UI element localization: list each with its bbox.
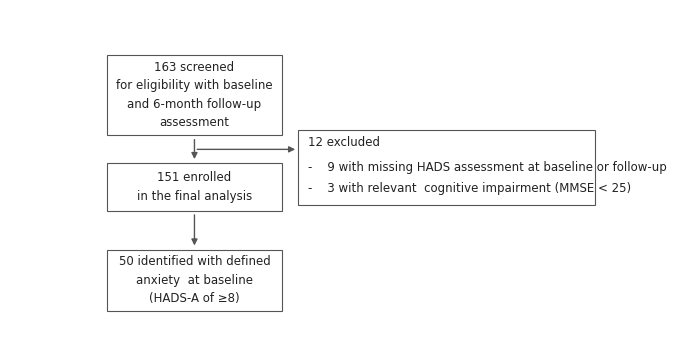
FancyBboxPatch shape <box>107 163 282 211</box>
Text: 12 excluded: 12 excluded <box>308 136 379 149</box>
FancyBboxPatch shape <box>298 130 595 205</box>
Text: 163 screened
for eligibility with baseline
and 6-month follow-up
assessment: 163 screened for eligibility with baseli… <box>116 61 273 129</box>
Text: -    3 with relevant  cognitive impairment (MMSE < 25): - 3 with relevant cognitive impairment (… <box>308 182 631 195</box>
Text: 50 identified with defined
anxiety  at baseline
(HADS-A of ≥8): 50 identified with defined anxiety at ba… <box>119 255 271 306</box>
FancyBboxPatch shape <box>107 250 282 311</box>
Text: 151 enrolled
in the final analysis: 151 enrolled in the final analysis <box>137 171 252 203</box>
Text: -    9 with missing HADS assessment at baseline or follow-up: - 9 with missing HADS assessment at base… <box>308 161 667 174</box>
FancyBboxPatch shape <box>107 55 282 135</box>
